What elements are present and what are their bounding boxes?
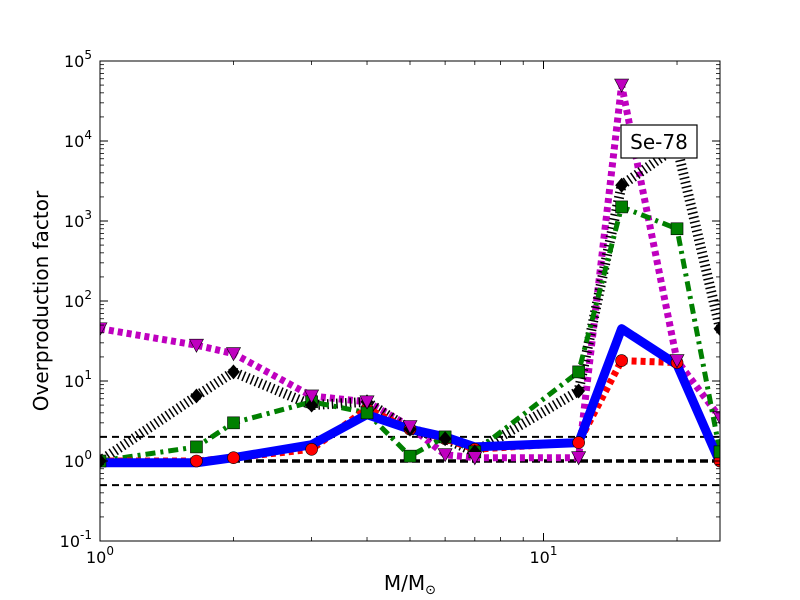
series-4-point-9 [614,78,630,93]
series-4-point-1 [188,338,204,353]
series-4-point-11 [712,411,720,426]
x-tick-label-0: 100 [86,544,114,567]
series-0-point-3 [305,443,318,456]
series-2-point-8 [572,365,585,379]
series-line-2 [100,204,720,464]
series-4-point-3 [304,389,320,404]
series-4-point-5 [402,420,418,435]
series-3-point-1 [190,388,203,404]
series-3-point-3 [305,397,319,413]
series-2-point-5 [403,449,417,463]
annotation-label: Se-78 [630,130,688,154]
y-axis-label: Overproduction factor [29,190,53,411]
annotation-frame [620,124,698,159]
series-0-point-1 [190,454,203,468]
series-3-point-2 [227,364,240,380]
series-4-point-7 [467,451,483,466]
series-2-point-2 [227,416,240,430]
y-tick-label-3: 102 [64,288,92,311]
y-tick-label-6: 105 [64,48,92,71]
series-4-point-2 [226,347,242,362]
y-tick-label-4: 103 [64,208,92,231]
series-2-point-1 [190,440,203,454]
series-2-point-10 [670,222,684,236]
series-0-point-9 [615,354,628,367]
y-tick-label-5: 104 [64,128,92,151]
series-2-point-9 [615,200,628,214]
series-3-point-8 [572,383,586,399]
series-4-point-4 [359,395,375,410]
series-2-point-11 [713,445,720,459]
series-0-point-8 [572,436,585,449]
y-tick-label-1: 100 [64,448,92,471]
y-tick-label-0: 10-1 [60,528,92,551]
series-0-point-2 [227,451,240,464]
y-tick-label-2: 101 [64,368,92,391]
annotation-box: Se-78 [620,124,698,159]
series-3-point-9 [615,177,629,193]
x-tick-label-1: 101 [530,544,558,567]
series-4-point-6 [437,448,453,463]
series-3-point-6 [438,431,452,447]
series-4-point-10 [669,354,685,369]
series-4-point-8 [571,451,587,466]
